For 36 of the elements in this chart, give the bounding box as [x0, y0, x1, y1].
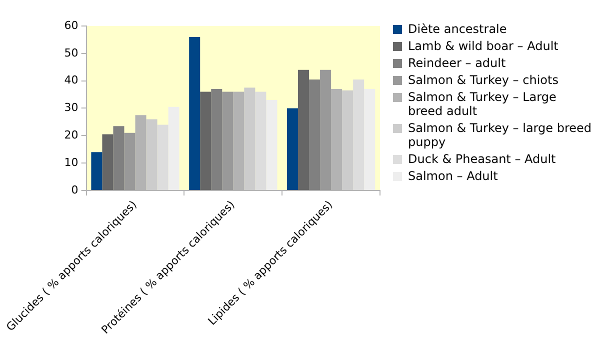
bar — [102, 134, 114, 190]
legend-label: Diète ancestrale — [408, 22, 507, 36]
bar — [91, 152, 102, 190]
legend-label: Lamb & wild boar – Adult — [408, 39, 558, 53]
bar — [113, 126, 124, 190]
bar — [320, 70, 332, 190]
y-tick-label: 30 — [64, 101, 78, 114]
bar — [309, 79, 320, 190]
bar — [222, 92, 234, 190]
bar — [364, 89, 376, 190]
legend-label: Salmon – Adult — [408, 169, 498, 183]
y-tick-label: 0 — [71, 183, 78, 196]
bar — [146, 119, 158, 190]
y-tick-label: 20 — [64, 128, 78, 142]
bar — [124, 132, 136, 190]
y-tick-label: 50 — [64, 46, 78, 60]
bar — [255, 92, 266, 190]
y-tick-label: 10 — [64, 156, 78, 169]
bar — [157, 124, 168, 190]
bar — [286, 108, 298, 190]
legend-label: Reindeer – adult — [408, 56, 506, 70]
bar — [168, 106, 180, 190]
bar — [244, 88, 256, 190]
bar — [200, 92, 212, 190]
legend-label: Duck & Pheasant – Adult — [408, 152, 556, 166]
bar — [211, 89, 222, 190]
bar — [353, 79, 364, 190]
bar — [342, 90, 354, 190]
bar — [298, 70, 310, 190]
legend-label: Salmon & Turkey – chiots — [408, 73, 558, 87]
bar — [266, 100, 278, 190]
bar — [189, 36, 200, 190]
y-tick-label: 60 — [64, 18, 78, 32]
legend-label: Salmon & Turkey – large breed puppy — [408, 121, 593, 149]
legend-label: Salmon & Turkey – Large breed adult — [408, 90, 558, 118]
y-tick-label: 40 — [64, 74, 78, 87]
